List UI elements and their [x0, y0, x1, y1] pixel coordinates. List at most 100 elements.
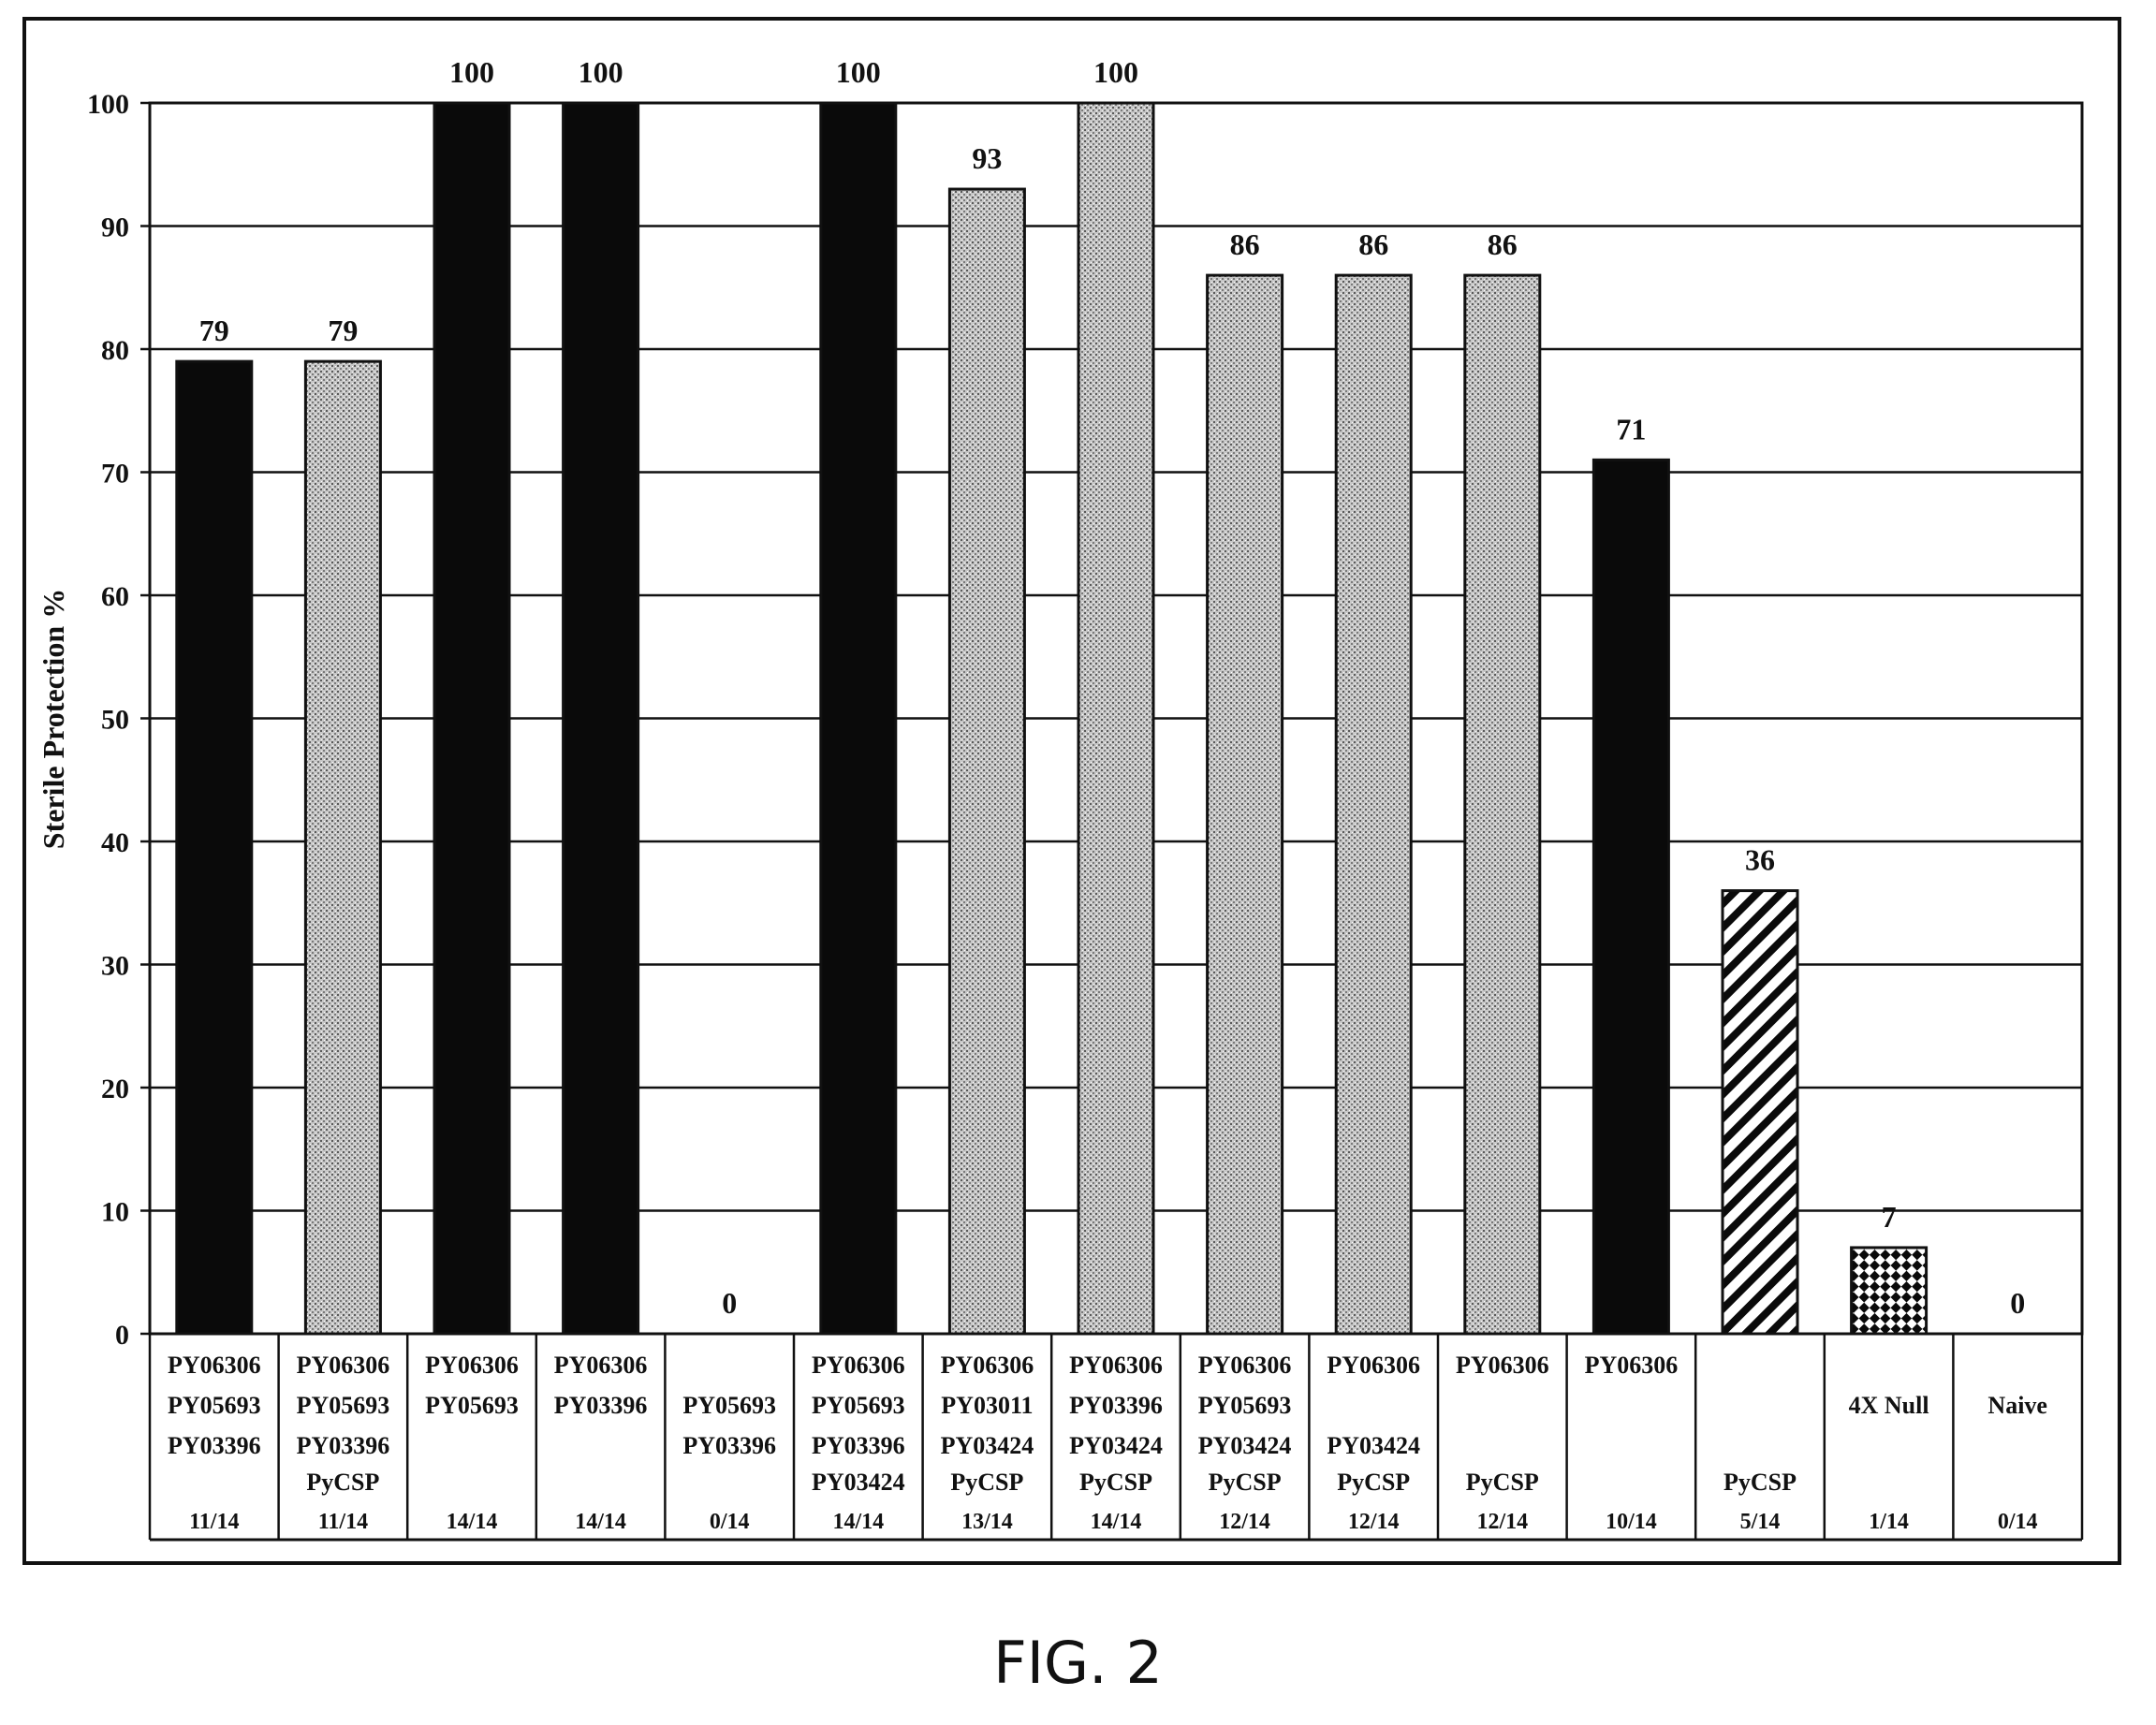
- category-label-line: PY06306: [941, 1352, 1034, 1379]
- data-label: 79: [199, 314, 229, 347]
- bar: [1850, 1246, 1929, 1336]
- category-label-line: PyCSP: [950, 1469, 1023, 1496]
- category-label-line: PyCSP: [1466, 1469, 1539, 1496]
- category-ratio: 0/14: [1998, 1510, 2038, 1534]
- category-label-line: PY03424: [1327, 1432, 1420, 1459]
- category-ratio: 1/14: [1869, 1510, 1909, 1534]
- category-label-line: PY05693: [425, 1392, 519, 1419]
- data-label: 86: [1230, 227, 1260, 261]
- data-label: 86: [1358, 227, 1388, 261]
- category-ratio: 14/14: [1091, 1510, 1142, 1534]
- bar: [1463, 273, 1542, 1336]
- outer-frame: [22, 17, 2121, 1565]
- category-label-line: PY03396: [554, 1392, 648, 1419]
- data-label: 100: [579, 55, 623, 89]
- category-ratio: 0/14: [710, 1510, 750, 1534]
- category-label-line: PY05693: [1198, 1392, 1292, 1419]
- bar: [819, 101, 898, 1336]
- category-label-line: PY03011: [941, 1392, 1033, 1419]
- y-tick-label: 20: [101, 1074, 129, 1104]
- category-ratio: 12/14: [1476, 1510, 1528, 1534]
- y-tick-label: 10: [101, 1197, 129, 1228]
- category-label-line: PY06306: [812, 1352, 905, 1379]
- y-tick-label: 40: [101, 827, 129, 858]
- bar: [947, 187, 1026, 1336]
- y-axis-ticks: 0 10 20 30 40 50 60 70 80 90 100: [87, 89, 150, 1351]
- category-label-line: PY03424: [1069, 1432, 1163, 1459]
- category-ratio: 14/14: [447, 1510, 498, 1534]
- bar: [1077, 101, 1155, 1336]
- category-label-line: PyCSP: [1079, 1469, 1152, 1496]
- value-labels: 79 79 100 100 0 100 93 100 86 86 86 71 36 7 0: [199, 55, 2025, 1320]
- category-label-line: PY03424: [1198, 1432, 1292, 1459]
- y-tick-label: 60: [101, 581, 129, 612]
- data-label: 93: [972, 141, 1002, 175]
- category-label-line: PY06306: [297, 1352, 390, 1379]
- category-label-line: PyCSP: [1209, 1469, 1282, 1496]
- data-label: 0: [2010, 1286, 2025, 1320]
- category-label-line: PY06306: [1069, 1352, 1163, 1379]
- category-label-line: PY06306: [1198, 1352, 1292, 1379]
- data-label: 71: [1616, 412, 1646, 446]
- category-label-line: PY03424: [812, 1469, 905, 1496]
- bar: [1591, 458, 1670, 1336]
- data-label: 36: [1745, 843, 1775, 877]
- data-label: 100: [1093, 55, 1138, 89]
- category-label-line: 4X Null: [1849, 1392, 1929, 1419]
- category-label-line: PY06306: [554, 1352, 648, 1379]
- figure-caption: FIG. 2: [993, 1629, 1163, 1697]
- category-label-line: PY05693: [812, 1392, 905, 1419]
- category-ratio: 5/14: [1740, 1510, 1781, 1534]
- data-label: 7: [1882, 1200, 1897, 1234]
- category-label-line: PY03396: [682, 1432, 776, 1459]
- bars: [175, 101, 1929, 1336]
- category-label-line: PyCSP: [306, 1469, 379, 1496]
- y-tick-label: 0: [115, 1320, 129, 1351]
- category-table: PY06306 PY05693 PY03396 11/14 PY06306 PY05693…: [148, 1332, 2084, 1542]
- category-label-line: PY06306: [168, 1352, 261, 1379]
- category-ratio: 13/14: [961, 1510, 1013, 1534]
- data-label: 0: [722, 1286, 737, 1320]
- data-label: 100: [836, 55, 881, 89]
- y-tick-label: 30: [101, 951, 129, 982]
- data-label: 86: [1488, 227, 1518, 261]
- category-label-line: PY03396: [168, 1432, 261, 1459]
- category-ratio: 11/14: [318, 1510, 368, 1534]
- bar: [303, 359, 382, 1336]
- data-label: 100: [449, 55, 494, 89]
- category-label-line: PY03396: [812, 1432, 905, 1459]
- category-ratio: 14/14: [832, 1510, 884, 1534]
- category-label-line: PY06306: [1456, 1352, 1549, 1379]
- category-label-line: PY05693: [168, 1392, 261, 1419]
- category-ratio: 11/14: [189, 1510, 239, 1534]
- category-ratio: 12/14: [1348, 1510, 1400, 1534]
- category-label-line: PyCSP: [1337, 1469, 1410, 1496]
- category-label-line: PY03424: [941, 1432, 1034, 1459]
- category-label-line: PY05693: [682, 1392, 776, 1419]
- bar: [433, 101, 511, 1336]
- bar: [1206, 273, 1284, 1336]
- category-label-line: Naive: [1987, 1392, 2047, 1419]
- y-tick-label: 100: [87, 89, 129, 120]
- bar: [1721, 889, 1799, 1336]
- category-label-line: PY06306: [425, 1352, 519, 1379]
- category-ratio: 12/14: [1219, 1510, 1270, 1534]
- category-label-line: PY03396: [1069, 1392, 1163, 1419]
- category-ratio: 10/14: [1606, 1510, 1657, 1534]
- bar: [562, 101, 640, 1336]
- y-tick-label: 70: [101, 459, 129, 490]
- category-ratio: 14/14: [575, 1510, 626, 1534]
- data-label: 79: [328, 314, 358, 347]
- category-label-line: PY05693: [297, 1392, 390, 1419]
- y-tick-label: 80: [101, 335, 129, 366]
- category-label-line: PY06306: [1327, 1352, 1420, 1379]
- y-axis-label: Sterile Protection %: [37, 589, 70, 849]
- bar: [175, 359, 254, 1336]
- y-tick-label: 90: [101, 212, 129, 243]
- category-label-line: PY03396: [297, 1432, 390, 1459]
- category-label-line: PyCSP: [1723, 1469, 1797, 1496]
- category-label-line: PY06306: [1585, 1352, 1679, 1379]
- y-tick-label: 50: [101, 705, 129, 736]
- bar: [1334, 273, 1413, 1336]
